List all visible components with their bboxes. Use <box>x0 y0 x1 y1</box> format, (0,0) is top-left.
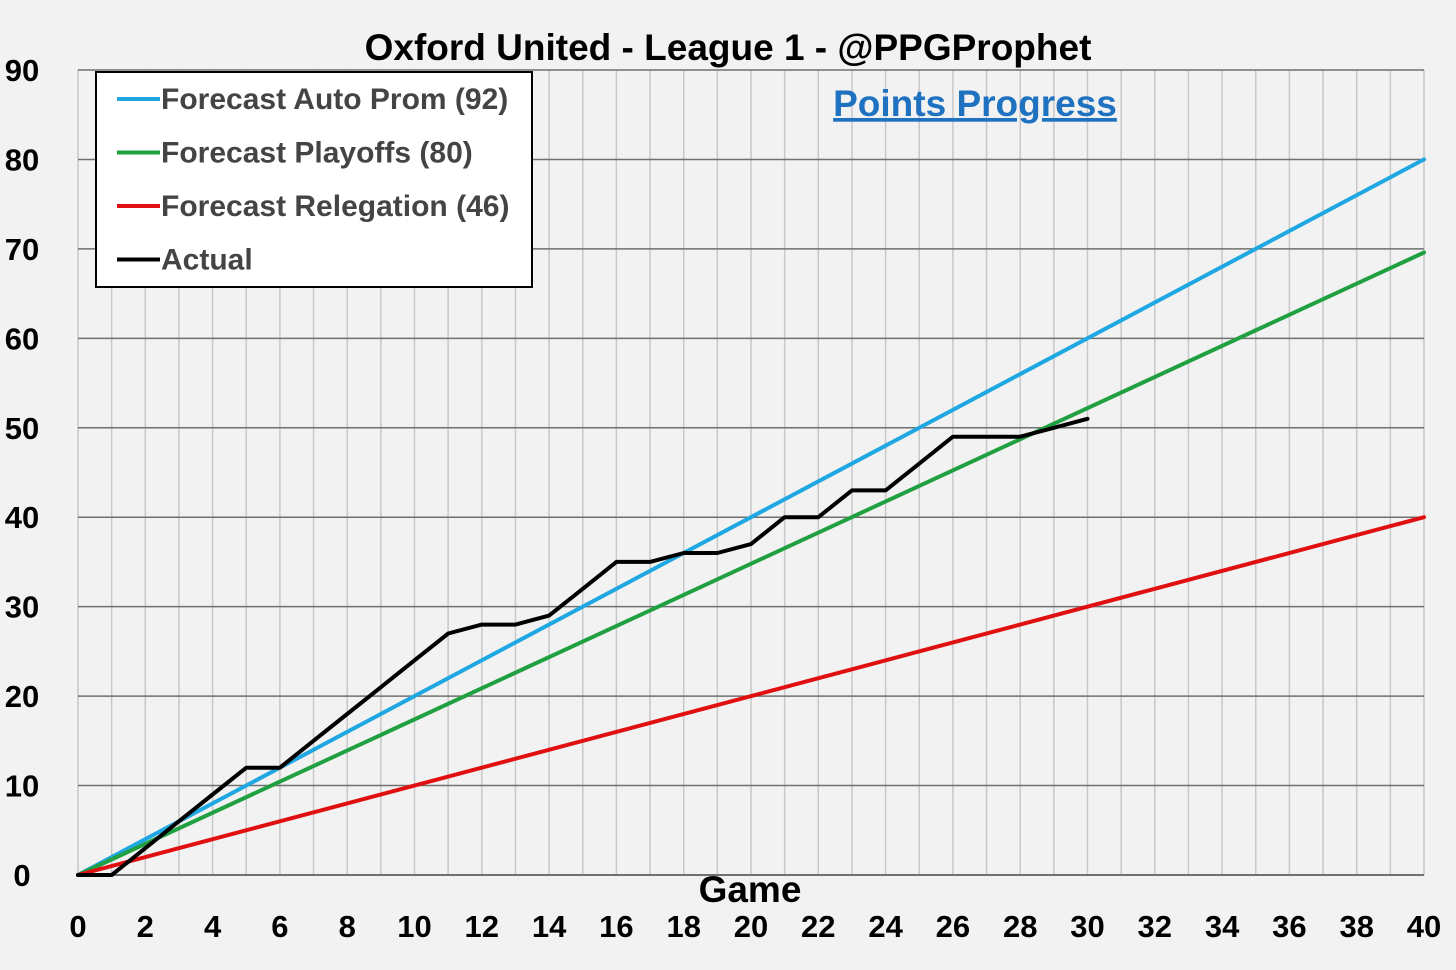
x-tick-label: 2 <box>137 909 154 944</box>
x-tick-label: 18 <box>666 909 700 944</box>
y-tick-labels: 0 10 20 30 40 50 60 70 80 90 <box>5 53 39 893</box>
x-tick-label: 8 <box>339 909 356 944</box>
x-tick-label: 4 <box>204 909 222 944</box>
chart-subtitle: Points Progress <box>833 83 1117 124</box>
legend-box <box>95 71 533 288</box>
y-tick-label: 20 <box>5 679 39 714</box>
series-line-1 <box>76 250 1426 877</box>
x-tick-label: 24 <box>868 909 903 944</box>
x-tick-label: 22 <box>801 909 835 944</box>
y-tick-label: 40 <box>5 500 39 535</box>
series-line-3 <box>76 416 1090 877</box>
series-line-0 <box>76 157 1426 877</box>
y-tick-label: 0 <box>13 858 30 893</box>
x-tick-label: 32 <box>1138 909 1172 944</box>
x-tick-label: 40 <box>1407 909 1441 944</box>
legend-label: Forecast Relegation (46) <box>161 190 509 223</box>
x-tick-label: 36 <box>1272 909 1306 944</box>
series-line-2 <box>76 515 1426 877</box>
y-tick-label: 90 <box>5 53 39 88</box>
x-tick-label: 0 <box>69 909 86 944</box>
y-tick-label: 80 <box>5 142 39 177</box>
y-tick-label: 60 <box>5 321 39 356</box>
x-tick-label: 12 <box>465 909 499 944</box>
chart-title: Oxford United - League 1 - @PPGProphet <box>365 27 1092 68</box>
x-axis-label: Game <box>699 869 802 910</box>
x-tick-label: 28 <box>1003 909 1037 944</box>
legend-label: Actual <box>161 244 253 277</box>
x-tick-labels: 0 2 4 6 8 10 12 14 16 18 20 22 24 26 28 30 32 34 36 38 40 <box>69 909 1441 944</box>
x-tick-label: 30 <box>1070 909 1104 944</box>
legend: Forecast Auto Prom (92) Forecast Playoffs… <box>95 71 533 288</box>
x-tick-label: 6 <box>271 909 288 944</box>
x-tick-label: 26 <box>936 909 970 944</box>
y-tick-label: 10 <box>5 769 39 804</box>
legend-label: Forecast Playoffs (80) <box>161 137 473 170</box>
x-tick-label: 34 <box>1205 909 1240 944</box>
x-tick-label: 38 <box>1339 909 1373 944</box>
series-layer <box>76 157 1426 877</box>
y-tick-label: 30 <box>5 590 39 625</box>
legend-label: Forecast Auto Prom (92) <box>161 83 508 116</box>
x-tick-label: 14 <box>532 909 567 944</box>
x-tick-label: 16 <box>599 909 633 944</box>
x-tick-label: 10 <box>397 909 431 944</box>
x-tick-label: 20 <box>734 909 768 944</box>
y-tick-label: 70 <box>5 232 39 267</box>
y-tick-label: 50 <box>5 411 39 446</box>
